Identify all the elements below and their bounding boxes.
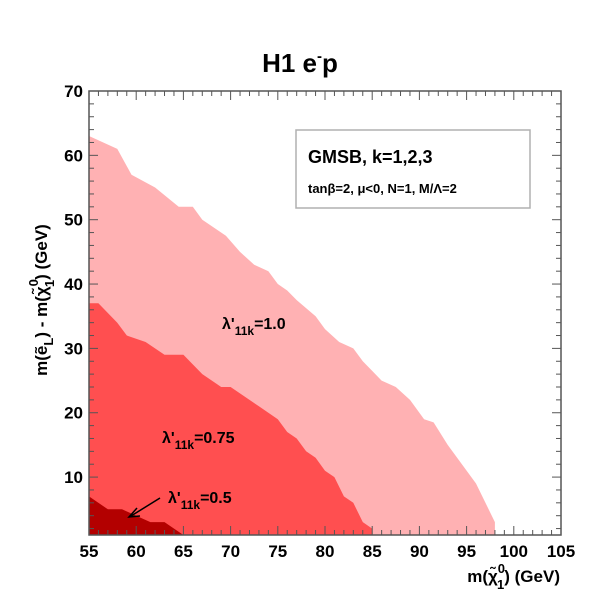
legend-box: GMSB, k=1,2,3 tanβ=2, μ<0, N=1, M/Λ=2 — [295, 129, 531, 209]
x-axis-label: m(χ̃0 1) (GeV) — [467, 561, 560, 592]
y-tick-label: 20 — [64, 404, 83, 423]
label-lambda-1.0: λ'11k=1.0 — [222, 316, 286, 338]
x-tick-label: 75 — [268, 542, 287, 561]
y-tick-label: 60 — [64, 146, 83, 165]
y-tick-label: 40 — [64, 275, 83, 294]
x-tick-label: 65 — [174, 542, 193, 561]
arrow-annotation — [127, 497, 161, 518]
x-tick-label: 85 — [363, 542, 382, 561]
y-axis-label: m(ẽL) - m(χ̃01) (GeV) — [26, 224, 57, 376]
x-axis-tick-labels: 55 60 65 70 75 80 85 90 95 100 105 — [80, 542, 576, 561]
x-tick-label: 80 — [316, 542, 335, 561]
exclusion-region-1 — [89, 303, 373, 535]
y-tick-label: 50 — [64, 211, 83, 230]
x-tick-label: 60 — [127, 542, 146, 561]
arrow-head-icon — [127, 507, 141, 518]
y-tick-label: 30 — [64, 339, 83, 358]
x-axis-ticks — [88, 91, 562, 535]
arrow-line — [130, 497, 161, 517]
y-tick-label: 70 — [64, 82, 83, 101]
y-axis-tick-labels: 10 20 30 40 50 60 70 — [64, 82, 83, 487]
y-axis-ticks — [89, 90, 561, 530]
x-tick-label: 95 — [457, 542, 476, 561]
legend-line-2: tanβ=2, μ<0, N=1, M/Λ=2 — [308, 181, 457, 196]
y-tick-label: 10 — [64, 468, 83, 487]
x-tick-label: 90 — [410, 542, 429, 561]
exclusion-regions — [89, 136, 495, 535]
chart-title: H1 e-p — [262, 48, 338, 78]
legend-line-1: GMSB, k=1,2,3 — [308, 147, 433, 167]
x-tick-label: 70 — [221, 542, 240, 561]
label-lambda-0.75: λ'11k=0.75 — [162, 430, 235, 452]
legend-frame — [295, 129, 531, 209]
x-tick-label: 55 — [80, 542, 99, 561]
x-tick-label: 100 — [500, 542, 528, 561]
label-lambda-0.5: λ'11k=0.5 — [168, 490, 232, 512]
x-tick-label: 105 — [547, 542, 575, 561]
